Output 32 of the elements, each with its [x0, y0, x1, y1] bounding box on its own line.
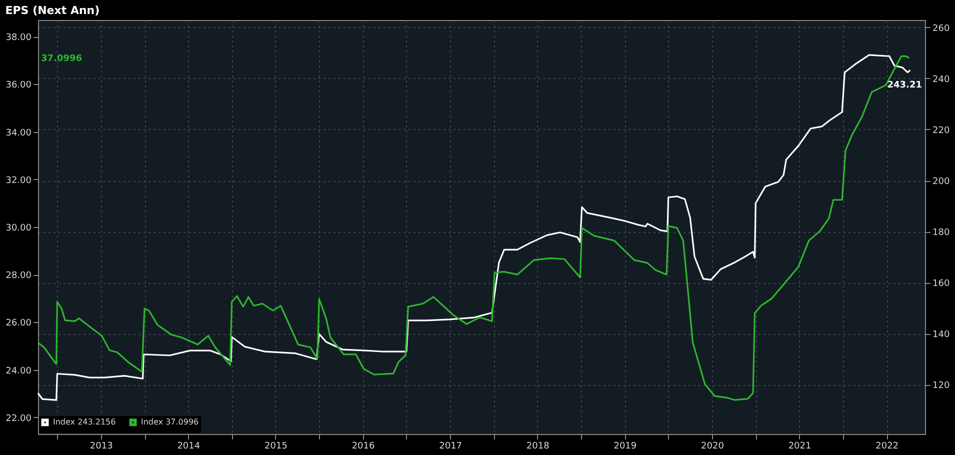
legend-label: Index 37.0996 — [141, 417, 199, 426]
x-tick-label: 2014 — [177, 442, 200, 452]
x-tick-label: 2013 — [90, 442, 113, 452]
y2-tick-label: 160 — [932, 279, 950, 290]
y2-tick-label: 120 — [932, 381, 950, 392]
x-tick-label: 2020 — [701, 442, 724, 452]
y-tick-label: 32.00 — [6, 176, 32, 186]
y2-tick-label: 220 — [932, 126, 950, 136]
y-tick-label: 30.00 — [6, 224, 32, 234]
y-tick-label: 38.00 — [6, 33, 32, 44]
y-tick-label: 24.00 — [6, 366, 32, 376]
y-tick-label: 34.00 — [6, 128, 32, 138]
x-tick-label: 2015 — [264, 442, 288, 452]
annotation: 37.0996 — [41, 54, 82, 64]
y2-tick-label: 140 — [932, 330, 950, 340]
y2-tick-label: 180 — [932, 228, 950, 238]
x-tick-label: 2018 — [526, 442, 550, 452]
x-tick-label: 2017 — [439, 442, 462, 452]
x-tick-label: 2021 — [788, 442, 812, 452]
y-tick-label: 26.00 — [6, 318, 32, 329]
chart-title: EPS (Next Ann) — [5, 4, 100, 17]
annotation: 243.21 — [887, 80, 922, 90]
x-tick-label: 2016 — [352, 442, 375, 452]
x-tick-label: 2022 — [876, 442, 899, 452]
y2-tick-label: 240 — [932, 74, 950, 85]
y2-tick-label: 260 — [932, 24, 950, 34]
y-tick-label: 22.00 — [6, 414, 32, 424]
y-tick-label: 36.00 — [6, 80, 32, 91]
x-tick-label: 2019 — [614, 442, 637, 452]
y-tick-label: 28.00 — [6, 271, 32, 282]
legend-label: Index 243.2156 — [53, 417, 116, 426]
y2-tick-label: 200 — [932, 177, 950, 188]
